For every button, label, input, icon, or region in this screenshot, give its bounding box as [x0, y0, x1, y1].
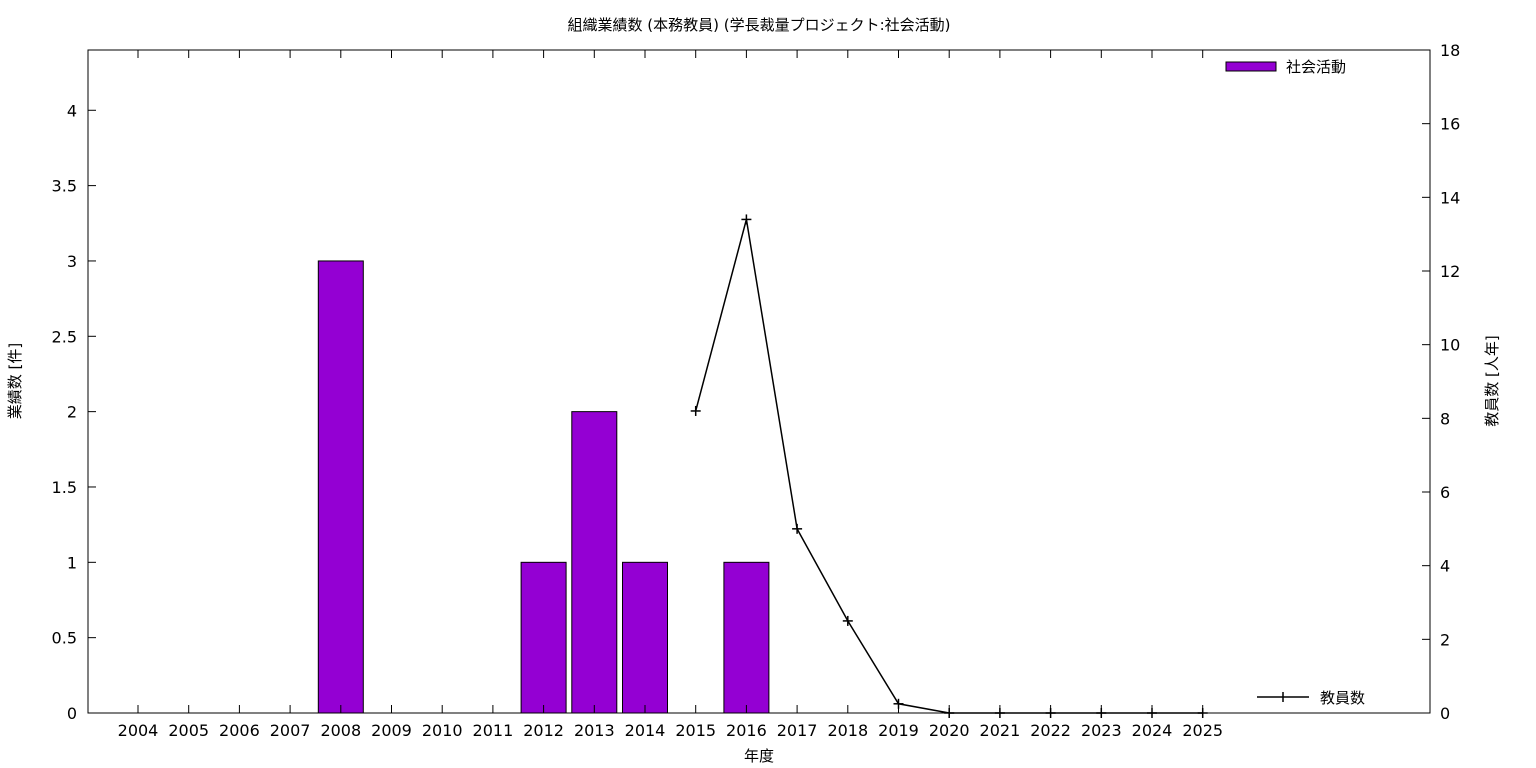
- x-tick-label: 2014: [625, 721, 666, 740]
- y2-tick-label: 18: [1440, 41, 1460, 60]
- x-tick-label: 2010: [422, 721, 463, 740]
- y2-tick-label: 2: [1440, 630, 1450, 649]
- legend-bar-label: 社会活動: [1286, 58, 1346, 76]
- x-tick-label: 2012: [523, 721, 564, 740]
- bar: [317, 260, 364, 714]
- y-tick-label: 0.5: [52, 629, 77, 648]
- y-axis-left-label: 業績数 [件]: [6, 343, 24, 419]
- y2-tick-label: 4: [1440, 557, 1450, 576]
- y-tick-label: 3: [67, 252, 77, 271]
- x-tick-label: 2007: [270, 721, 311, 740]
- y-tick-label: 4: [67, 101, 77, 120]
- y2-tick-label: 0: [1440, 704, 1450, 723]
- x-tick-label: 2018: [827, 721, 868, 740]
- legend-bar-swatch: [1225, 61, 1277, 72]
- x-tick-label: 2020: [929, 721, 970, 740]
- bar: [723, 561, 770, 714]
- y-axis-right-label: 教員数 [人年]: [1483, 335, 1501, 426]
- y2-tick-label: 14: [1440, 188, 1460, 207]
- y2-tick-label: 6: [1440, 483, 1450, 502]
- x-tick-label: 2004: [118, 721, 159, 740]
- y-tick-label: 1: [67, 553, 77, 572]
- x-tick-label: 2017: [777, 721, 818, 740]
- legend-bar: 社会活動: [1225, 58, 1346, 76]
- x-tick-label: 2013: [574, 721, 615, 740]
- bar: [571, 411, 618, 714]
- y2-tick-label: 12: [1440, 262, 1460, 281]
- legend-line-label: 教員数: [1320, 689, 1365, 707]
- y-tick-label: 3.5: [52, 177, 77, 196]
- x-tick-label: 2008: [320, 721, 361, 740]
- x-tick-label: 2016: [726, 721, 767, 740]
- y2-tick-label: 16: [1440, 115, 1460, 134]
- legend-line: 教員数: [1257, 689, 1365, 707]
- x-tick-label: 2005: [168, 721, 209, 740]
- y-tick-label: 1.5: [52, 478, 77, 497]
- x-tick-label: 2011: [473, 721, 514, 740]
- x-tick-label: 2025: [1182, 721, 1223, 740]
- y-tick-label: 0: [67, 704, 77, 723]
- plot-frame: [87, 49, 1431, 714]
- x-tick-label: 2022: [1030, 721, 1071, 740]
- bar-series: [317, 260, 770, 714]
- y-tick-label: 2.5: [52, 327, 77, 346]
- bar: [622, 561, 668, 714]
- x-axis: 2004 2005 2006 2007 2008 2009 2010 2011 2012 2013…: [118, 50, 1223, 740]
- x-tick-label: 2023: [1081, 721, 1122, 740]
- x-tick-label: 2019: [878, 721, 919, 740]
- y-tick-label: 2: [67, 403, 77, 422]
- x-tick-label: 2021: [980, 721, 1021, 740]
- chart-title: 組織業績数 (本務教員) (学長裁量プロジェクト:社会活動): [567, 16, 950, 34]
- x-tick-label: 2024: [1132, 721, 1173, 740]
- bar: [520, 561, 567, 714]
- x-axis-label: 年度: [744, 747, 774, 765]
- x-tick-label: 2006: [219, 721, 260, 740]
- x-tick-label: 2009: [371, 721, 412, 740]
- x-tick-label: 2015: [675, 721, 716, 740]
- y-axis-right: 0 2 4 6 8 10 12 14 16 18: [1422, 41, 1460, 723]
- y2-tick-label: 10: [1440, 336, 1460, 355]
- y2-tick-label: 8: [1440, 409, 1450, 428]
- y-axis-left: 0 0.5 1 1.5 2 2.5 3 3.5 4: [52, 101, 96, 723]
- line-path: [694, 219, 1203, 714]
